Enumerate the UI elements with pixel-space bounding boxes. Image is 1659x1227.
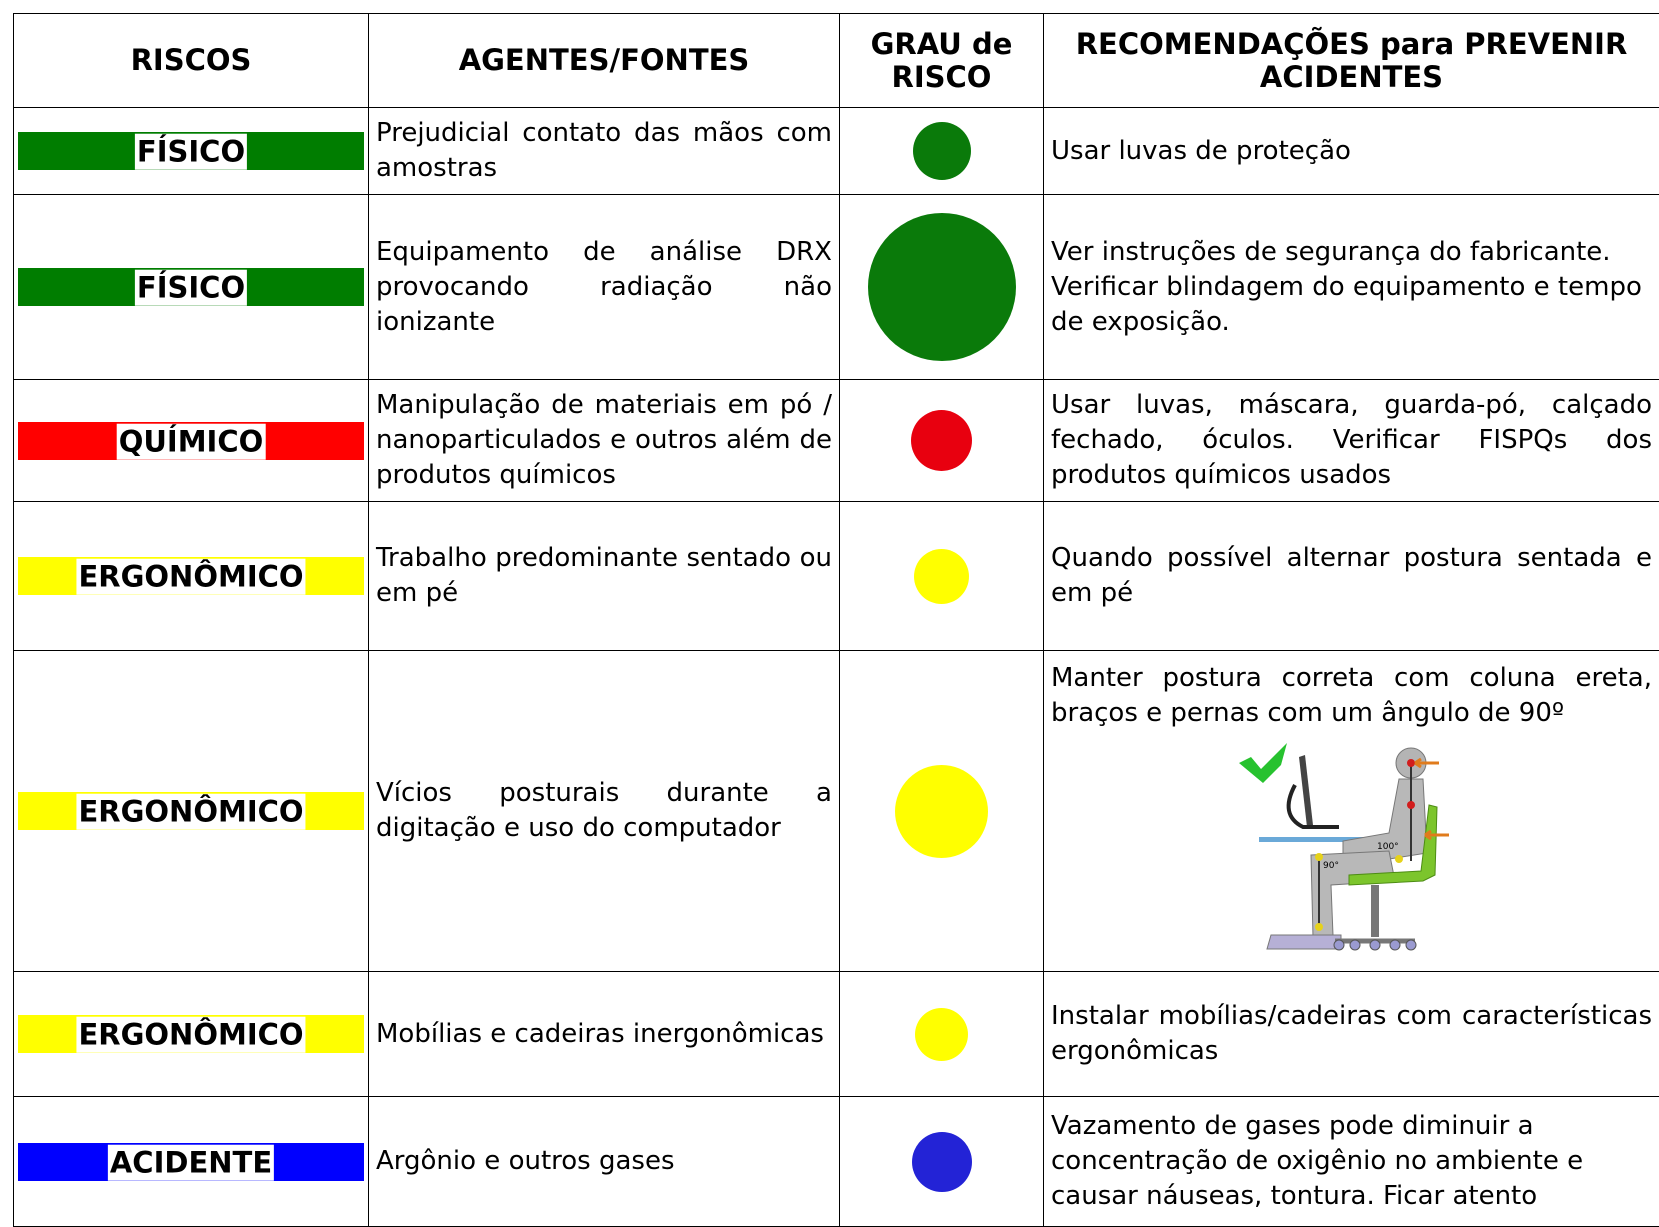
illustration-shape — [1370, 940, 1380, 950]
table-row: FÍSICO Equipamento de análise DRX provoca… — [14, 195, 1659, 380]
grade-cell — [840, 195, 1044, 380]
angle-label: 90° — [1323, 861, 1339, 871]
table-row: ERGONÔMICO Vícios posturais durante a dig… — [14, 651, 1659, 972]
agent-cell: Trabalho predominante sentado ou em pé — [369, 502, 840, 651]
header-cell: GRAU de RISCO — [840, 14, 1044, 108]
risk-label: ACIDENTE — [108, 1144, 274, 1180]
risk-dot — [913, 122, 971, 180]
illustration-shape — [1406, 940, 1416, 950]
risk-cell: QUÍMICO — [14, 380, 369, 502]
risk-cell: FÍSICO — [14, 195, 369, 380]
risk-dot — [911, 410, 972, 471]
agent-cell: Prejudicial contato das mãos com amostra… — [369, 108, 840, 195]
risk-cell: ERGONÔMICO — [14, 972, 369, 1097]
recommendation-cell: Instalar mobílias/cadeiras com caracterí… — [1044, 972, 1659, 1097]
header-cell: AGENTES/FONTES — [369, 14, 840, 108]
grade-cell — [840, 108, 1044, 195]
grade-cell — [840, 380, 1044, 502]
header-cell: RECOMENDAÇÕES para PREVENIR ACIDENTES — [1044, 14, 1659, 108]
illustration-shape — [1395, 855, 1403, 863]
illustration-shape — [1407, 801, 1415, 809]
illustration-shape — [1289, 785, 1339, 827]
angle-label: 100° — [1377, 842, 1399, 852]
recommendation-cell: Usar luvas de proteção — [1044, 108, 1659, 195]
agent-cell: Equipamento de análise DRX provocando ra… — [369, 195, 840, 380]
risk-label: QUÍMICO — [117, 423, 266, 459]
risk-dot — [868, 213, 1016, 361]
illustration-shape — [1299, 755, 1313, 827]
illustration-shape — [1315, 853, 1323, 861]
risk-cell: FÍSICO — [14, 108, 369, 195]
table-row: QUÍMICO Manipulação de materiais em pó / … — [14, 380, 1659, 502]
agent-cell: Vícios posturais durante a digitação e u… — [369, 651, 840, 972]
risk-label: ERGONÔMICO — [76, 559, 305, 595]
agent-cell: Mobílias e cadeiras inergonômicas — [369, 972, 840, 1097]
illustration-shape — [1425, 831, 1449, 839]
recommendation-cell: Vazamento de gases pode diminuir a conce… — [1044, 1097, 1659, 1227]
grade-cell — [840, 1097, 1044, 1227]
table-row: ACIDENTE Argônio e outros gases Vazamento … — [14, 1097, 1659, 1227]
header-cell: RISCOS — [14, 14, 369, 108]
risk-table: RISCOS AGENTES/FONTES GRAU de RISCO RECO… — [13, 13, 1659, 1227]
recommendation-cell: Usar luvas, máscara, guarda-pó, calçado … — [1044, 380, 1659, 502]
illustration-shape — [1334, 940, 1344, 950]
recommendation-text: Manter postura correta com coluna ereta,… — [1051, 661, 1652, 731]
table-row: ERGONÔMICO Trabalho predominante sentado … — [14, 502, 1659, 651]
illustration-shape — [1239, 743, 1287, 783]
recommendation-cell: Quando possível alternar postura sentada… — [1044, 502, 1659, 651]
risk-label: ERGONÔMICO — [76, 1017, 305, 1053]
risk-dot — [914, 549, 969, 604]
risk-dot — [915, 1008, 968, 1061]
table-body: FÍSICO Prejudicial contato das mãos com a… — [14, 108, 1659, 1227]
illustration-shape — [1415, 759, 1439, 767]
illustration-shape — [1371, 885, 1379, 937]
recommendation-cell: Ver instruções de segurança do fabricant… — [1044, 195, 1659, 380]
risk-label: FÍSICO — [135, 134, 247, 170]
recommendation-cell: Manter postura correta com coluna ereta,… — [1044, 651, 1659, 972]
grade-cell — [840, 651, 1044, 972]
risk-cell: ERGONÔMICO — [14, 651, 369, 972]
risk-cell: ACIDENTE — [14, 1097, 369, 1227]
posture-illustration: 100° 90° — [1239, 735, 1449, 955]
table-row: ERGONÔMICO Mobílias e cadeiras inergonômi… — [14, 972, 1659, 1097]
table-row: FÍSICO Prejudicial contato das mãos com a… — [14, 108, 1659, 195]
risk-dot — [912, 1132, 972, 1192]
risk-dot — [895, 765, 988, 858]
grade-cell — [840, 502, 1044, 651]
agent-cell: Manipulação de materiais em pó / nanopar… — [369, 380, 840, 502]
risk-label: FÍSICO — [135, 270, 247, 306]
grade-cell — [840, 972, 1044, 1097]
illustration-shape — [1407, 759, 1415, 767]
illustration-shape — [1315, 923, 1323, 931]
risk-cell: ERGONÔMICO — [14, 502, 369, 651]
header-row: RISCOS AGENTES/FONTES GRAU de RISCO RECO… — [14, 14, 1659, 108]
illustration-shape — [1267, 935, 1341, 949]
illustration-shape — [1350, 940, 1360, 950]
illustration-shape — [1390, 940, 1400, 950]
risk-label: ERGONÔMICO — [76, 794, 305, 830]
agent-cell: Argônio e outros gases — [369, 1097, 840, 1227]
